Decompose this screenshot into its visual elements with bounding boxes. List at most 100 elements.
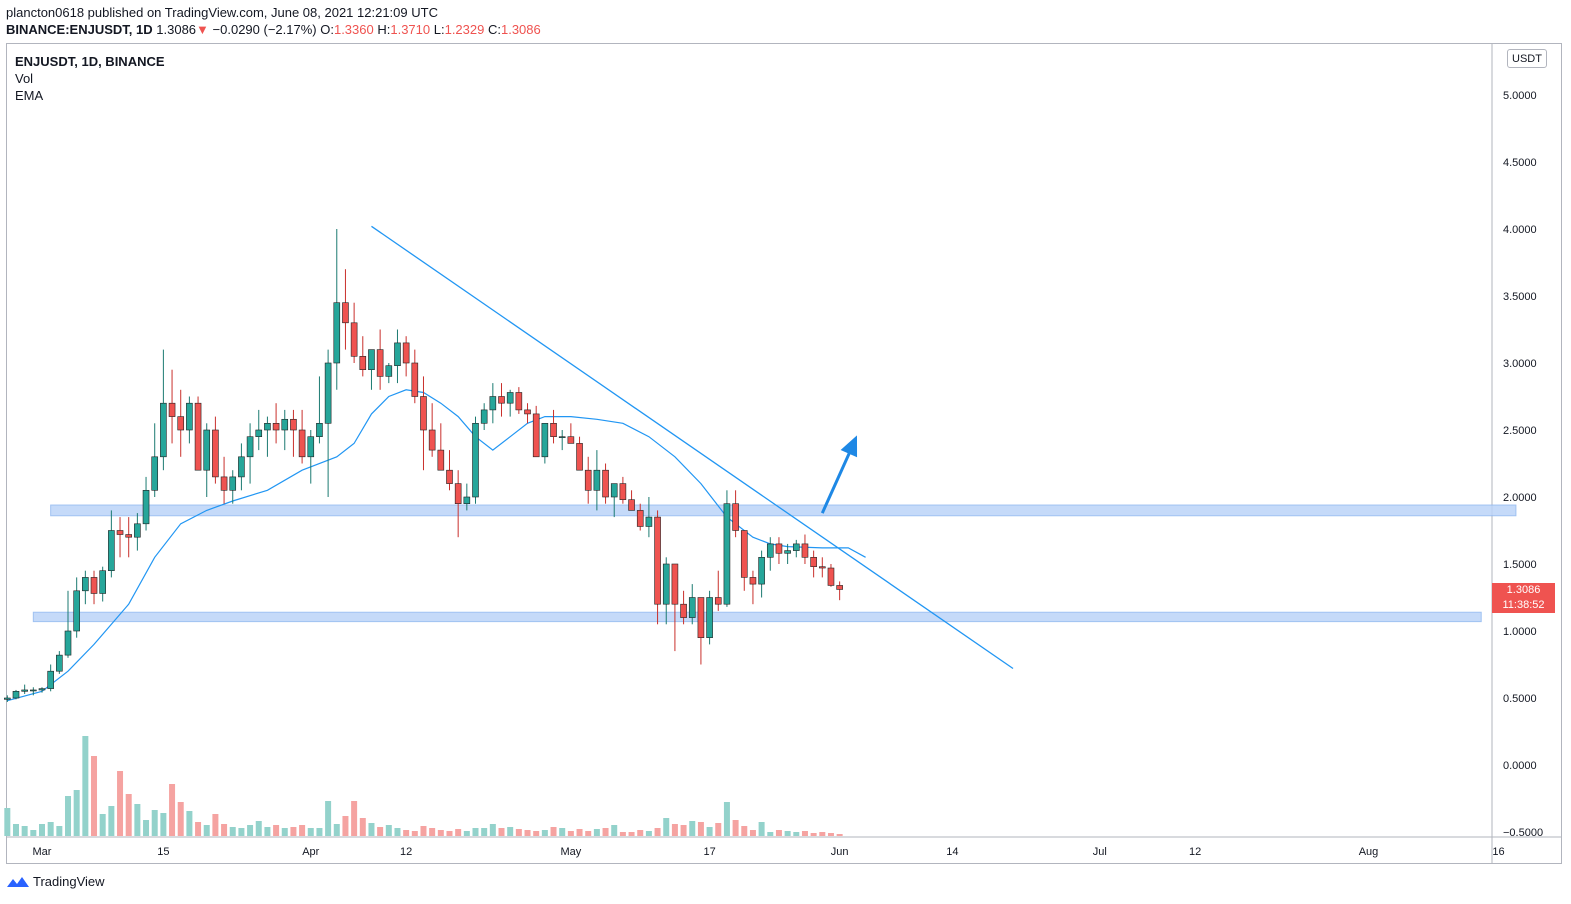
candle — [212, 416, 219, 484]
candle-body — [30, 689, 37, 692]
candle — [47, 664, 54, 692]
volume-bar — [359, 818, 366, 836]
candle-body — [446, 469, 453, 484]
volume-bar — [446, 831, 453, 836]
volume-bar — [663, 818, 670, 836]
symbol[interactable]: BINANCE:ENJUSDT, 1D — [6, 22, 153, 37]
candle — [428, 403, 436, 457]
volume-bar — [186, 811, 193, 836]
candle — [324, 349, 332, 497]
ema-line — [7, 389, 866, 702]
volume-bar — [385, 825, 392, 836]
volume-bar — [377, 827, 384, 836]
candle-body — [73, 590, 80, 632]
volume-bar — [82, 736, 89, 836]
volume-bar — [169, 784, 176, 836]
candle — [680, 590, 687, 625]
volume-bar — [247, 825, 254, 836]
candle — [593, 450, 601, 511]
candle-body — [21, 689, 28, 692]
candle-body — [506, 392, 514, 404]
candle — [775, 537, 783, 564]
candle-body — [472, 422, 479, 498]
volume-bar — [472, 828, 479, 836]
candle — [515, 387, 523, 414]
candle — [636, 503, 644, 531]
last-price-tag: 1.3086 11:38:52 — [1492, 583, 1555, 613]
candle-body — [186, 402, 193, 431]
symbol-quote-line: BINANCE:ENJUSDT, 1D 1.3086▼ −0.0290 (−2.… — [6, 22, 541, 37]
volume-bar — [515, 829, 522, 836]
volume-bar — [559, 828, 566, 836]
tradingview-logo-icon[interactable] — [7, 875, 29, 889]
trendline — [371, 225, 1014, 670]
legend-title[interactable]: ENJUSDT, 1D, BINANCE — [15, 54, 165, 69]
candle-body — [558, 436, 566, 439]
y-tick-label: 4.0000 — [1503, 224, 1537, 236]
candle — [99, 566, 106, 602]
candle — [385, 363, 393, 384]
candle — [550, 409, 557, 444]
candle-body — [706, 597, 713, 639]
candle-body — [142, 489, 150, 525]
candle-body — [662, 563, 670, 605]
price-change: −0.0290 (−2.17%) — [212, 22, 317, 37]
volume-bar — [489, 824, 496, 836]
candle-body — [671, 563, 679, 605]
candle — [255, 409, 263, 451]
candle — [628, 490, 635, 511]
volume-bar — [455, 829, 462, 836]
candle-body — [836, 585, 843, 590]
candle-body — [766, 543, 774, 558]
candle — [411, 349, 419, 404]
volume-bar — [767, 832, 774, 836]
candle — [402, 336, 410, 377]
currency-button[interactable]: USDT — [1507, 49, 1547, 68]
volume-bar — [403, 830, 410, 836]
candle — [177, 389, 185, 457]
candle — [246, 423, 254, 484]
candle — [654, 510, 661, 625]
footer-brand[interactable]: TradingView — [33, 874, 105, 889]
candle-body — [680, 603, 687, 618]
legend-vol[interactable]: Vol — [15, 71, 34, 86]
volume-bar — [637, 830, 644, 836]
volume-bar — [143, 820, 150, 836]
candle — [836, 581, 843, 601]
candle — [38, 687, 46, 693]
candle-body — [194, 402, 202, 471]
candle-body — [515, 392, 523, 411]
candle-body — [290, 418, 297, 431]
candle — [446, 450, 453, 491]
legend-ema[interactable]: EMA — [15, 88, 44, 103]
chart-legend: ENJUSDT, 1D, BINANCE Vol EMA — [15, 53, 165, 104]
candle — [714, 570, 722, 611]
volume-bar — [21, 826, 28, 836]
candle-body — [454, 483, 462, 505]
y-tick-label: 5.0000 — [1503, 90, 1537, 102]
candle — [740, 530, 748, 591]
chart-frame — [6, 43, 1562, 864]
candle-body — [177, 416, 185, 431]
candle — [272, 403, 280, 444]
candle — [151, 423, 159, 497]
candle-body — [238, 456, 245, 478]
candle-body — [550, 422, 557, 437]
candle — [784, 543, 791, 564]
candle — [489, 383, 497, 424]
candle — [56, 651, 63, 674]
volume-bar — [810, 833, 817, 836]
volume-bar — [420, 826, 427, 836]
x-tick-label: 14 — [946, 846, 958, 858]
candle-body — [151, 456, 159, 491]
volume-bar — [212, 814, 219, 836]
y-tick-label: 1.0000 — [1503, 626, 1537, 638]
volume-bar — [99, 814, 106, 836]
volume-bar — [836, 834, 843, 836]
volume-bar — [411, 831, 418, 836]
close-value: 1.3086 — [500, 22, 541, 37]
candle-body — [602, 469, 609, 498]
candle — [758, 550, 765, 598]
volume-bar — [117, 771, 124, 836]
